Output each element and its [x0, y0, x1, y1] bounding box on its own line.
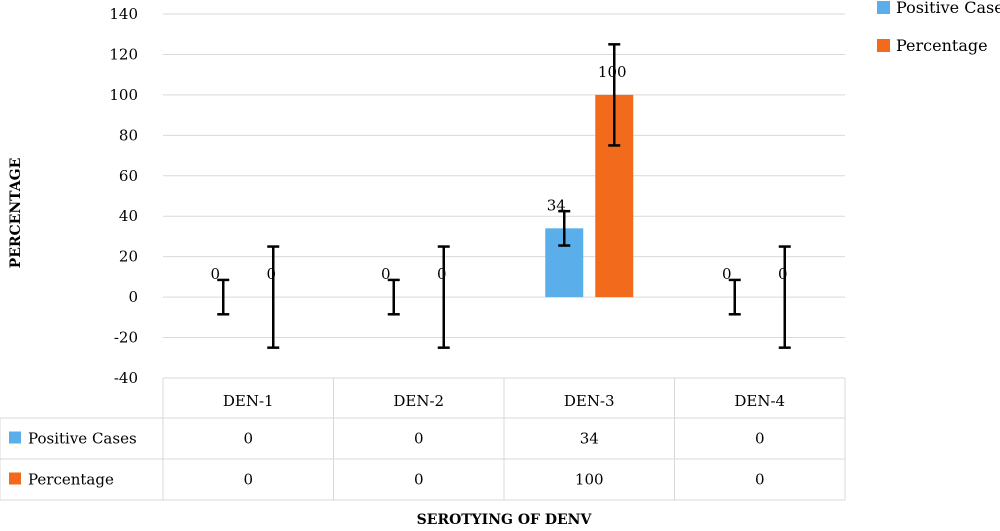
y-tick-label: -40	[114, 369, 138, 387]
y-tick-label: 140	[109, 5, 138, 23]
table-cell: 34	[580, 430, 599, 448]
y-tick-label: -20	[114, 329, 138, 347]
y-tick-label: 20	[119, 248, 138, 266]
x-category-label: DEN-4	[734, 392, 785, 410]
data-label: 0	[210, 265, 220, 283]
table-cell: 100	[575, 471, 604, 489]
legend: Positive Cases Percentage	[877, 0, 1000, 55]
table-legend-key	[9, 472, 21, 485]
legend-swatch	[877, 1, 890, 14]
legend-label: Percentage	[896, 36, 988, 55]
data-label: 0	[722, 265, 732, 283]
y-axis-ticks: -40 -20 0 20 40 60 80 100 120 140	[109, 5, 138, 387]
x-category-label: DEN-3	[564, 392, 615, 410]
data-label: 34	[547, 196, 566, 214]
y-tick-label: 120	[109, 45, 138, 63]
data-label: 0	[778, 265, 788, 283]
data-label: 0	[381, 265, 391, 283]
table-cell: 0	[243, 471, 253, 489]
y-tick-label: 60	[119, 167, 138, 185]
data-table: DEN-1 DEN-2 DEN-3 DEN-4 Positive Cases 0 0 34 0 P…	[0, 377, 846, 501]
data-label: 0	[437, 265, 447, 283]
table-legend-key	[9, 431, 21, 444]
table-cell: 0	[243, 430, 253, 448]
table-cell: 0	[755, 430, 765, 448]
y-tick-label: 100	[109, 86, 138, 104]
table-series-name: Percentage	[28, 471, 114, 489]
table-cell: 0	[414, 471, 424, 489]
error-bars	[217, 43, 791, 349]
table-cell: 0	[414, 430, 424, 448]
y-tick-label: 40	[119, 207, 138, 225]
data-label: 100	[598, 63, 627, 81]
legend-swatch	[877, 39, 890, 52]
x-category-label: DEN-2	[393, 392, 444, 410]
table-series-name: Positive Cases	[28, 430, 137, 448]
x-axis-title: SEROTYING OF DENV	[417, 512, 593, 528]
gridlines	[163, 13, 845, 379]
data-label: 0	[266, 265, 276, 283]
x-category-label: DEN-1	[223, 392, 274, 410]
table-cell: 0	[755, 471, 765, 489]
y-axis-title: PERCENTAGE	[8, 158, 24, 269]
y-tick-label: 80	[119, 126, 138, 144]
data-labels: 0 0 0 0 34 100 0 0	[210, 63, 787, 283]
y-tick-label: 0	[128, 288, 138, 306]
legend-label: Positive Cases	[896, 0, 1000, 17]
